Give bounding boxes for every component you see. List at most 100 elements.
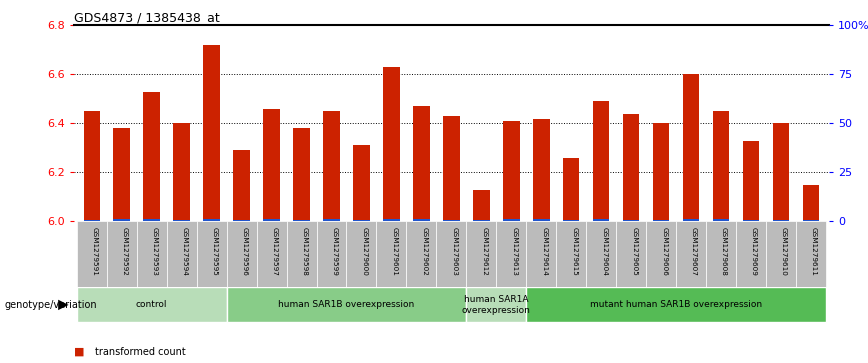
Bar (413, 106, 430, 221)
Bar (743, 140, 760, 221)
Bar (136, 221, 167, 287)
Bar (203, 45, 220, 221)
Bar (197, 221, 227, 287)
Bar (683, 220, 700, 221)
Text: ■: ■ (74, 347, 84, 357)
Bar (143, 219, 160, 221)
Text: GSM1279599: GSM1279599 (332, 227, 338, 276)
Text: GSM1279615: GSM1279615 (571, 227, 577, 276)
Bar (413, 220, 430, 221)
Bar (227, 221, 257, 287)
Bar (114, 220, 130, 221)
Bar (526, 287, 826, 322)
Text: GSM1279613: GSM1279613 (511, 227, 517, 276)
Polygon shape (58, 300, 69, 310)
Bar (526, 221, 556, 287)
Text: GSM1279598: GSM1279598 (301, 227, 307, 276)
Text: GSM1279610: GSM1279610 (781, 227, 787, 276)
Bar (114, 129, 130, 221)
Bar (257, 221, 286, 287)
Bar (323, 111, 339, 221)
Bar (713, 220, 729, 221)
Bar (496, 221, 526, 287)
Bar (676, 221, 706, 287)
Text: GSM1279597: GSM1279597 (272, 227, 278, 276)
Bar (743, 220, 760, 221)
Bar (353, 146, 370, 221)
Bar (803, 185, 819, 221)
Bar (653, 123, 669, 221)
Bar (796, 221, 826, 287)
Bar (623, 114, 640, 221)
Bar (203, 220, 220, 221)
Bar (383, 67, 399, 221)
Text: GSM1279604: GSM1279604 (602, 227, 608, 276)
Bar (563, 220, 580, 221)
Text: GSM1279603: GSM1279603 (451, 227, 457, 276)
Text: control: control (136, 301, 168, 309)
Bar (766, 221, 796, 287)
Bar (263, 220, 279, 221)
Bar (437, 221, 466, 287)
Bar (533, 220, 549, 221)
Bar (377, 221, 406, 287)
Text: GSM1279606: GSM1279606 (661, 227, 667, 276)
Bar (706, 221, 736, 287)
Text: GSM1279595: GSM1279595 (212, 227, 218, 276)
Bar (736, 221, 766, 287)
Bar (233, 220, 250, 221)
Bar (773, 123, 789, 221)
Bar (107, 221, 136, 287)
Bar (713, 111, 729, 221)
Bar (76, 221, 107, 287)
Text: GSM1279607: GSM1279607 (691, 227, 697, 276)
Bar (646, 221, 676, 287)
Bar (653, 220, 669, 221)
Bar (83, 220, 100, 221)
Text: GSM1279594: GSM1279594 (181, 227, 187, 276)
Bar (167, 221, 197, 287)
Bar (466, 221, 496, 287)
Bar (593, 220, 609, 221)
Text: mutant human SAR1B overexpression: mutant human SAR1B overexpression (590, 301, 762, 309)
Text: transformed count: transformed count (95, 347, 187, 357)
Bar (233, 150, 250, 221)
Bar (773, 220, 789, 221)
Text: GSM1279612: GSM1279612 (482, 227, 487, 276)
Bar (263, 109, 279, 221)
Bar (466, 287, 526, 322)
Text: GSM1279601: GSM1279601 (391, 227, 398, 276)
Text: GSM1279600: GSM1279600 (361, 227, 367, 276)
Text: GSM1279591: GSM1279591 (92, 227, 98, 276)
Bar (586, 221, 616, 287)
Bar (293, 129, 310, 221)
Bar (353, 220, 370, 221)
Bar (503, 121, 520, 221)
Text: genotype/variation: genotype/variation (4, 300, 97, 310)
Bar (174, 123, 190, 221)
Bar (293, 220, 310, 221)
Bar (683, 74, 700, 221)
Bar (346, 221, 377, 287)
Bar (406, 221, 437, 287)
Text: GSM1279608: GSM1279608 (721, 227, 727, 276)
Text: GSM1279614: GSM1279614 (542, 227, 547, 276)
Bar (803, 220, 819, 221)
Bar (83, 111, 100, 221)
Bar (444, 116, 459, 221)
Bar (143, 91, 160, 221)
Text: GSM1279592: GSM1279592 (122, 227, 128, 276)
Text: GSM1279611: GSM1279611 (811, 227, 817, 276)
Bar (383, 220, 399, 221)
Bar (323, 220, 339, 221)
Bar (563, 158, 580, 221)
Text: GSM1279605: GSM1279605 (631, 227, 637, 276)
Text: human SAR1B overexpression: human SAR1B overexpression (279, 301, 415, 309)
Text: GSM1279602: GSM1279602 (421, 227, 427, 276)
Text: human SAR1A
overexpression: human SAR1A overexpression (462, 295, 530, 315)
Bar (533, 119, 549, 221)
Bar (174, 220, 190, 221)
Bar (616, 221, 646, 287)
Bar (556, 221, 586, 287)
Bar (444, 220, 459, 221)
